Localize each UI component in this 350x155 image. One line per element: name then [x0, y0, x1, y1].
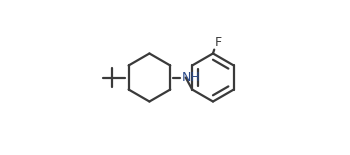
Text: NH: NH	[182, 71, 200, 84]
Text: F: F	[215, 36, 222, 49]
